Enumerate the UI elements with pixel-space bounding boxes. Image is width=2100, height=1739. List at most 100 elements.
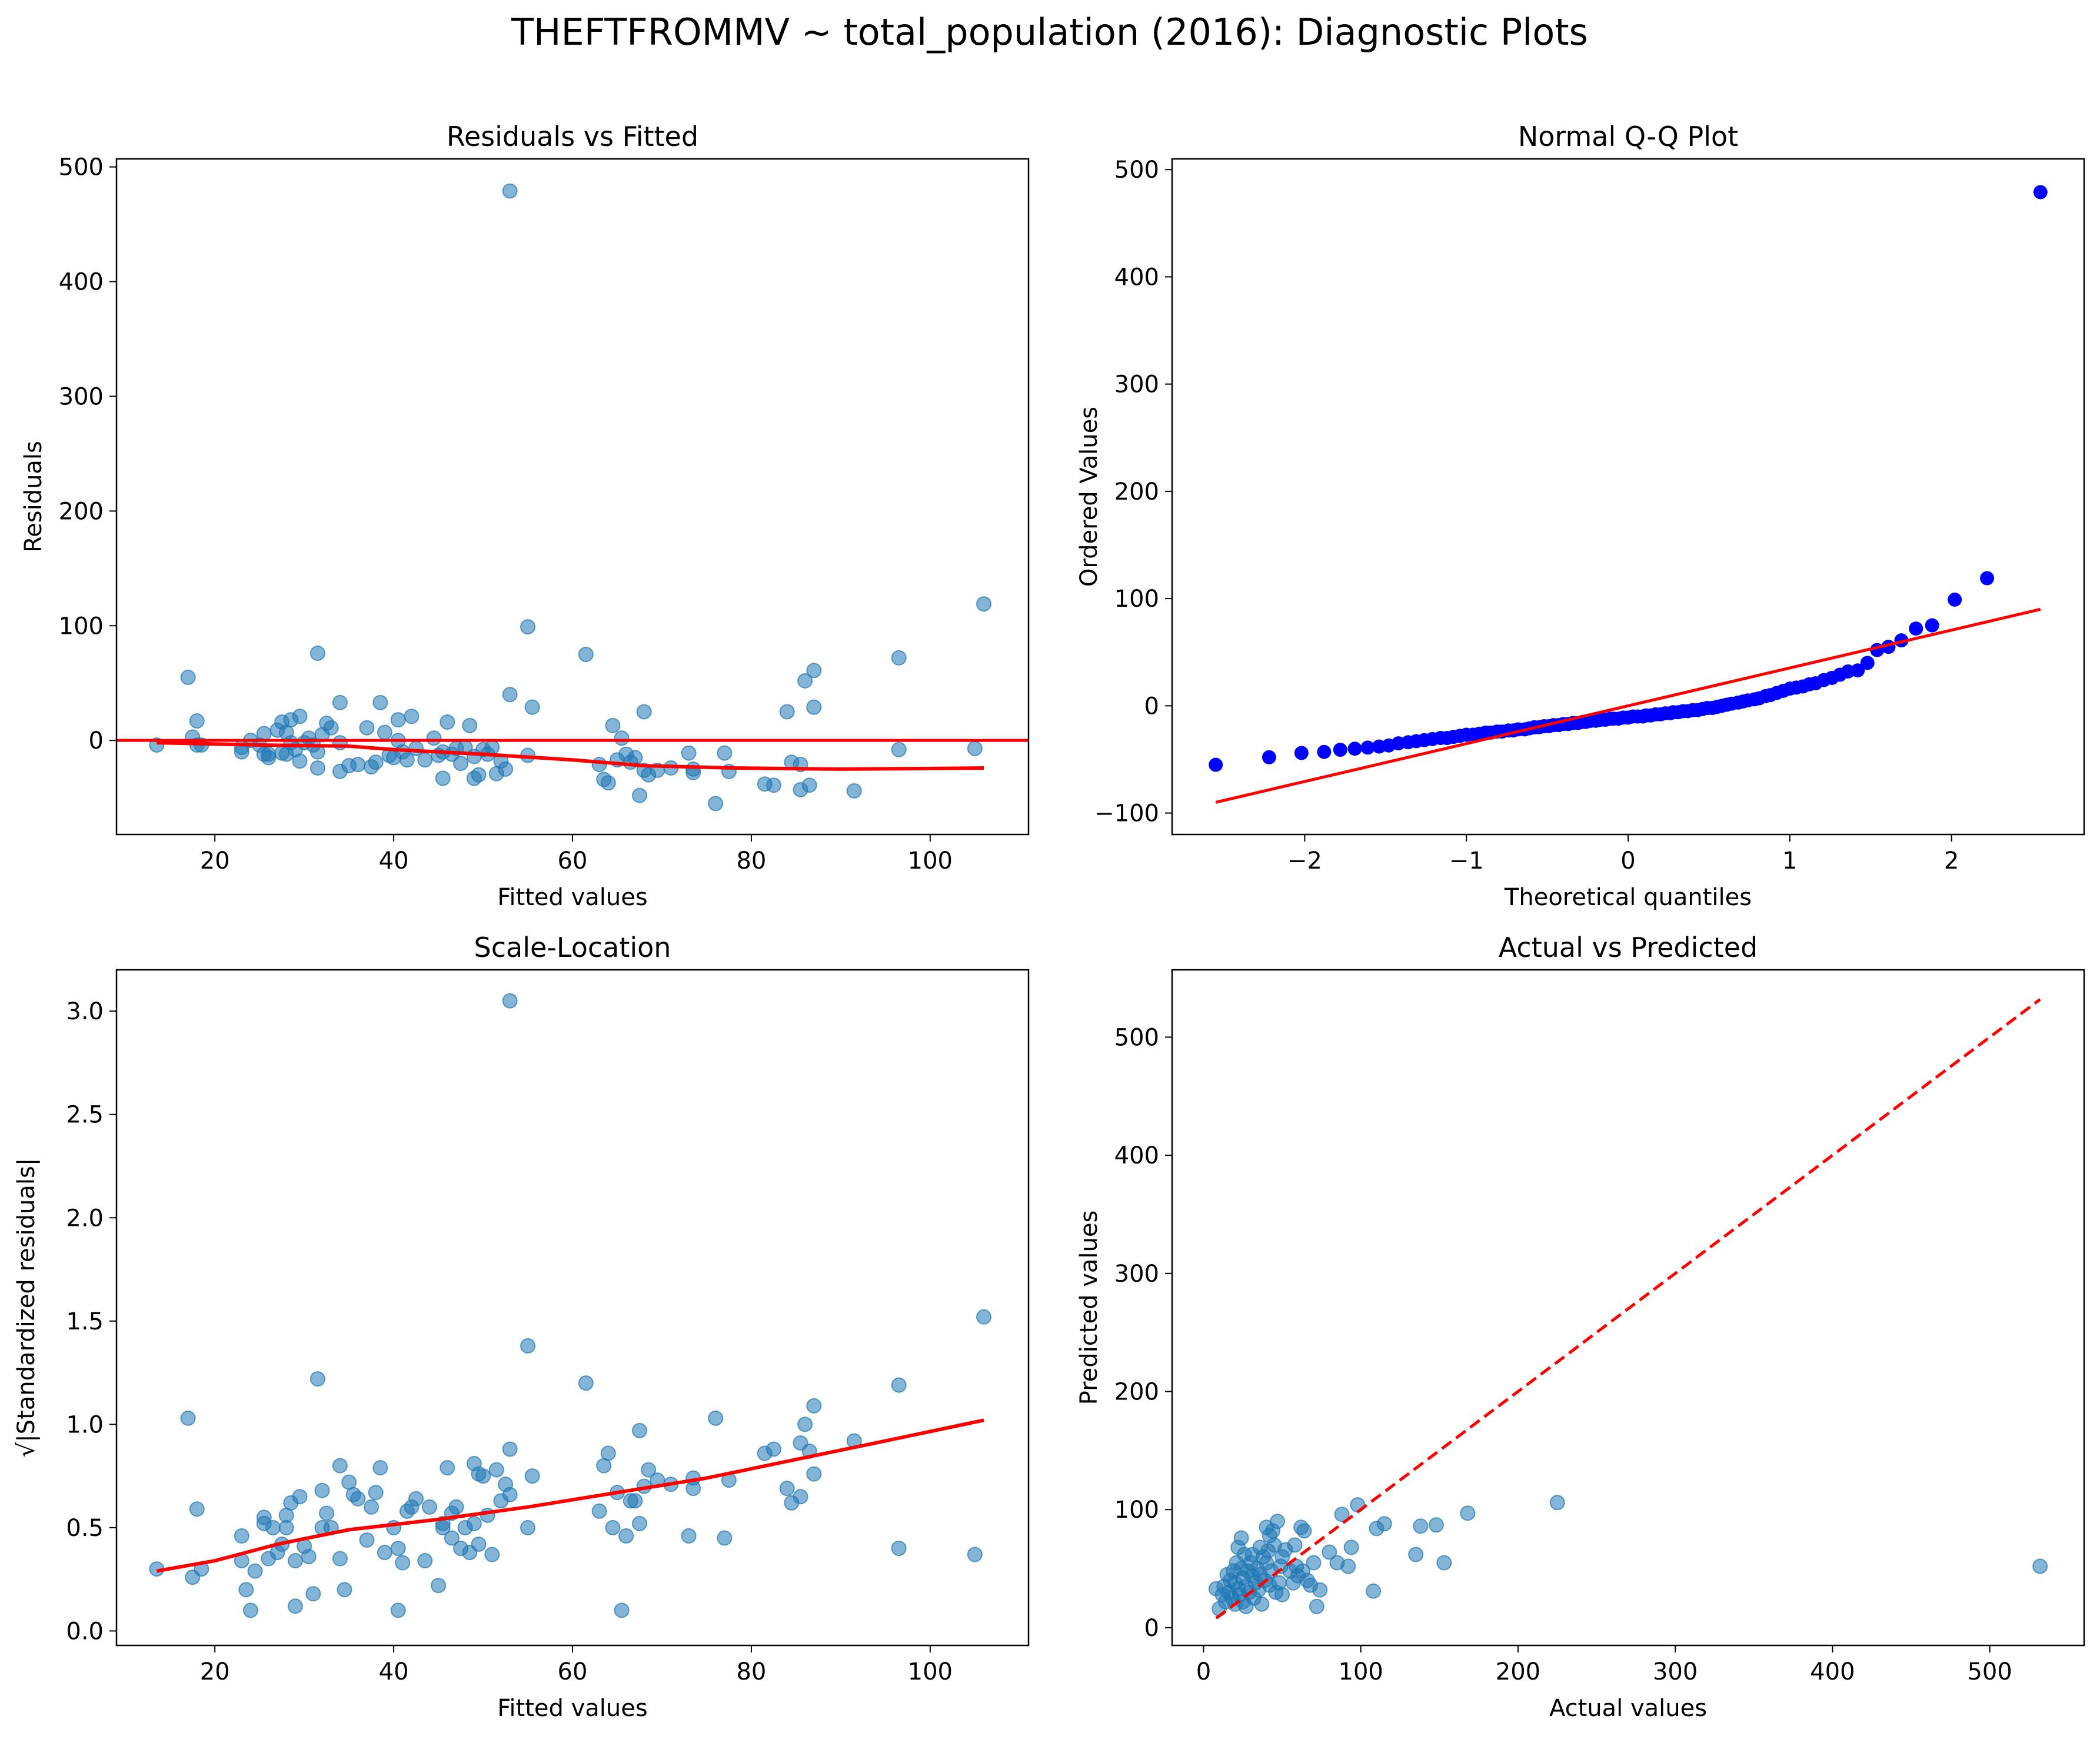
data-point [1209, 757, 1223, 772]
data-point [332, 1458, 348, 1474]
x-tick-label: 20 [200, 847, 230, 875]
data-point [502, 993, 518, 1009]
y-tick-label: 400 [1114, 264, 1159, 291]
data-point [488, 1462, 504, 1478]
residuals-vs-fitted-y-axis-label: Residuals [20, 441, 47, 553]
data-point [408, 740, 424, 756]
data-point [368, 754, 384, 770]
data-point [685, 1481, 701, 1497]
data-point [1294, 746, 1309, 760]
data-point [600, 1445, 616, 1461]
y-tick-label: 3.0 [66, 998, 104, 1025]
data-point [967, 1547, 983, 1562]
data-point [498, 761, 514, 777]
data-point [426, 730, 442, 746]
data-point [806, 1398, 822, 1414]
data-point [475, 1468, 491, 1484]
data-point [301, 1549, 317, 1565]
x-tick-label: 40 [379, 1658, 409, 1685]
data-point [685, 761, 701, 777]
data-point [440, 1460, 455, 1476]
data-point [2032, 1558, 2048, 1574]
data-point [801, 777, 817, 793]
data-point [1948, 592, 1962, 607]
y-tick-label: 100 [1114, 1497, 1159, 1524]
data-point [319, 1505, 335, 1521]
scale-location-y-axis-label: √|Standardized residuals| [13, 1158, 40, 1458]
x-tick-label: 300 [1653, 1658, 1698, 1685]
data-point [502, 1441, 518, 1457]
y-tick-label: 2.5 [66, 1102, 104, 1129]
data-point [1287, 1537, 1303, 1553]
data-point [390, 1540, 406, 1556]
data-point [631, 1515, 647, 1531]
data-point [976, 1309, 992, 1325]
data-point [431, 1578, 447, 1594]
data-point [1317, 744, 1332, 759]
x-tick-label: −1 [1449, 847, 1484, 875]
data-point [1366, 1583, 1382, 1599]
data-point [309, 760, 325, 776]
data-point [1347, 742, 1362, 756]
data-point [797, 673, 813, 689]
y-tick-label: 0 [1144, 1615, 1159, 1642]
y-tick-label: 400 [59, 269, 104, 296]
identity-reference-line [1215, 998, 2041, 1620]
actual-vs-predicted-axes-frame [1171, 969, 2085, 1647]
data-point [234, 744, 249, 760]
qq-reference-line [1215, 607, 2041, 804]
data-point [390, 712, 406, 728]
data-point [484, 739, 500, 755]
data-point [976, 596, 992, 612]
data-point [471, 1536, 487, 1552]
data-point [891, 1540, 907, 1556]
data-point [681, 745, 697, 761]
data-point [408, 1491, 424, 1507]
normal-qq-title: Normal Q-Q Plot [1518, 121, 1738, 152]
residuals-vs-fitted-title: Residuals vs Fitted [447, 121, 698, 152]
data-point [520, 1519, 536, 1535]
y-tick-label: 0 [89, 727, 104, 754]
data-point [435, 770, 451, 786]
x-tick-label: 60 [558, 847, 588, 875]
data-point [605, 717, 621, 733]
data-point [332, 694, 348, 710]
data-point [372, 694, 388, 710]
scale-location-plot-area [149, 993, 992, 1618]
data-point [234, 1528, 249, 1544]
data-point [708, 796, 724, 812]
x-tick-label: 2 [1944, 847, 1959, 875]
data-point [1860, 656, 1875, 670]
data-point [891, 1377, 907, 1393]
data-point [631, 1422, 647, 1438]
data-point [846, 783, 862, 799]
data-point [520, 619, 536, 635]
residuals-vs-fitted-panel: Residuals vs Fitted Fitted values Residual… [20, 121, 1030, 911]
data-point [364, 1499, 380, 1515]
data-point [453, 756, 469, 772]
y-tick-label: 100 [1114, 586, 1159, 613]
normal-qq-y-axis-label: Ordered Values [1076, 407, 1103, 587]
actual-vs-predicted-plot-area [1208, 998, 2048, 1620]
data-point [292, 709, 308, 724]
actual-vs-predicted-title: Actual vs Predicted [1499, 932, 1758, 963]
y-tick-label: −100 [1094, 800, 1159, 827]
x-tick-label: 500 [1967, 1658, 2012, 1685]
data-point [627, 750, 643, 766]
y-tick-label: 0 [1144, 693, 1159, 720]
data-point [717, 1530, 733, 1546]
data-point [350, 1491, 366, 1507]
data-point [1460, 1505, 1476, 1521]
data-point [292, 1489, 308, 1505]
scale-location-panel: Scale-Location Fitted values √|Standardize… [13, 932, 1030, 1722]
data-point [806, 663, 822, 679]
data-point [1233, 1530, 1249, 1546]
y-tick-label: 1.5 [66, 1308, 104, 1335]
data-point [462, 717, 478, 733]
data-point [1254, 1596, 1270, 1612]
data-point [1549, 1495, 1565, 1511]
data-point [1309, 1598, 1324, 1614]
data-point [395, 1555, 411, 1571]
data-point [766, 1441, 781, 1457]
data-point [372, 1460, 388, 1476]
